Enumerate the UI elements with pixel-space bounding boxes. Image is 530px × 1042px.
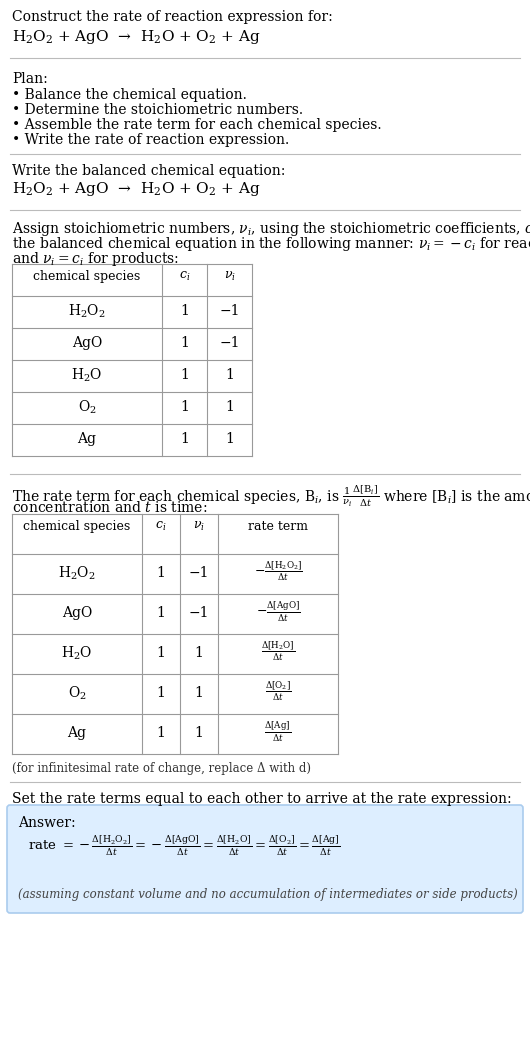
Text: Ag: Ag [67, 726, 86, 740]
Text: O$_2$: O$_2$ [77, 398, 96, 416]
Text: • Assemble the rate term for each chemical species.: • Assemble the rate term for each chemic… [12, 118, 382, 132]
Text: AgO: AgO [62, 606, 92, 620]
Text: • Write the rate of reaction expression.: • Write the rate of reaction expression. [12, 133, 289, 147]
Text: the balanced chemical equation in the following manner: $\nu_i = -c_i$ for react: the balanced chemical equation in the fo… [12, 235, 530, 253]
Text: H$_2$O: H$_2$O [61, 644, 93, 662]
Text: H$_2$O$_2$: H$_2$O$_2$ [58, 565, 96, 581]
Text: rate term: rate term [248, 520, 308, 534]
Text: chemical species: chemical species [23, 520, 130, 534]
Text: (assuming constant volume and no accumulation of intermediates or side products): (assuming constant volume and no accumul… [18, 888, 518, 901]
Text: • Balance the chemical equation.: • Balance the chemical equation. [12, 88, 247, 102]
Text: $\frac{\Delta[\mathrm{O_2}]}{\Delta t}$: $\frac{\Delta[\mathrm{O_2}]}{\Delta t}$ [264, 680, 292, 703]
Text: 1: 1 [156, 686, 165, 700]
Text: AgO: AgO [72, 336, 102, 350]
Text: • Determine the stoichiometric numbers.: • Determine the stoichiometric numbers. [12, 103, 303, 117]
Text: 1: 1 [195, 646, 204, 660]
Text: Write the balanced chemical equation:: Write the balanced chemical equation: [12, 164, 285, 178]
Text: $c_i$: $c_i$ [179, 270, 190, 283]
Text: 1: 1 [225, 432, 234, 446]
Text: 1: 1 [156, 646, 165, 660]
Text: $\nu_i$: $\nu_i$ [224, 270, 235, 283]
Text: Plan:: Plan: [12, 72, 48, 86]
Text: Assign stoichiometric numbers, $\nu_i$, using the stoichiometric coefficients, $: Assign stoichiometric numbers, $\nu_i$, … [12, 220, 530, 238]
Text: chemical species: chemical species [33, 270, 140, 283]
Text: $\frac{\Delta[\mathrm{H_2O}]}{\Delta t}$: $\frac{\Delta[\mathrm{H_2O}]}{\Delta t}$ [261, 640, 295, 664]
Text: 1: 1 [156, 566, 165, 580]
Text: 1: 1 [180, 336, 189, 350]
Text: 1: 1 [180, 432, 189, 446]
Text: Set the rate terms equal to each other to arrive at the rate expression:: Set the rate terms equal to each other t… [12, 792, 511, 807]
Text: H$_2$O$_2$ + AgO  →  H$_2$O + O$_2$ + Ag: H$_2$O$_2$ + AgO → H$_2$O + O$_2$ + Ag [12, 28, 261, 46]
Text: Ag: Ag [77, 432, 96, 446]
Text: $-\frac{\Delta[\mathrm{H_2O_2}]}{\Delta t}$: $-\frac{\Delta[\mathrm{H_2O_2}]}{\Delta … [253, 560, 303, 584]
Text: 1: 1 [225, 368, 234, 382]
Text: 1: 1 [195, 686, 204, 700]
Text: −1: −1 [189, 566, 209, 580]
Text: concentration and $t$ is time:: concentration and $t$ is time: [12, 500, 207, 515]
FancyBboxPatch shape [7, 805, 523, 913]
Text: −1: −1 [219, 336, 240, 350]
Text: $-\frac{\Delta[\mathrm{AgO}]}{\Delta t}$: $-\frac{\Delta[\mathrm{AgO}]}{\Delta t}$ [255, 600, 301, 624]
Text: H$_2$O$_2$: H$_2$O$_2$ [68, 302, 106, 320]
Text: $\nu_i$: $\nu_i$ [193, 520, 205, 534]
Text: O$_2$: O$_2$ [68, 685, 86, 701]
Text: 1: 1 [180, 304, 189, 318]
Text: The rate term for each chemical species, B$_i$, is $\frac{1}{\nu_i}\frac{\Delta[: The rate term for each chemical species,… [12, 483, 530, 510]
Text: $\frac{\Delta[\mathrm{Ag}]}{\Delta t}$: $\frac{\Delta[\mathrm{Ag}]}{\Delta t}$ [264, 720, 292, 744]
Text: and $\nu_i = c_i$ for products:: and $\nu_i = c_i$ for products: [12, 250, 179, 268]
Text: 1: 1 [225, 400, 234, 414]
Text: H$_2$O$_2$ + AgO  →  H$_2$O + O$_2$ + Ag: H$_2$O$_2$ + AgO → H$_2$O + O$_2$ + Ag [12, 180, 261, 198]
Text: rate $= -\frac{\Delta[\mathrm{H_2O_2}]}{\Delta t} = -\frac{\Delta[\mathrm{AgO}]}: rate $= -\frac{\Delta[\mathrm{H_2O_2}]}{… [28, 834, 340, 859]
Text: −1: −1 [219, 304, 240, 318]
Text: $c_i$: $c_i$ [155, 520, 166, 534]
Text: 1: 1 [195, 726, 204, 740]
Text: 1: 1 [156, 726, 165, 740]
Text: 1: 1 [180, 368, 189, 382]
Text: (for infinitesimal rate of change, replace Δ with d): (for infinitesimal rate of change, repla… [12, 762, 311, 775]
Text: 1: 1 [156, 606, 165, 620]
Text: −1: −1 [189, 606, 209, 620]
Text: H$_2$O: H$_2$O [72, 367, 103, 383]
Text: 1: 1 [180, 400, 189, 414]
Text: Construct the rate of reaction expression for:: Construct the rate of reaction expressio… [12, 10, 333, 24]
Text: Answer:: Answer: [18, 816, 76, 830]
